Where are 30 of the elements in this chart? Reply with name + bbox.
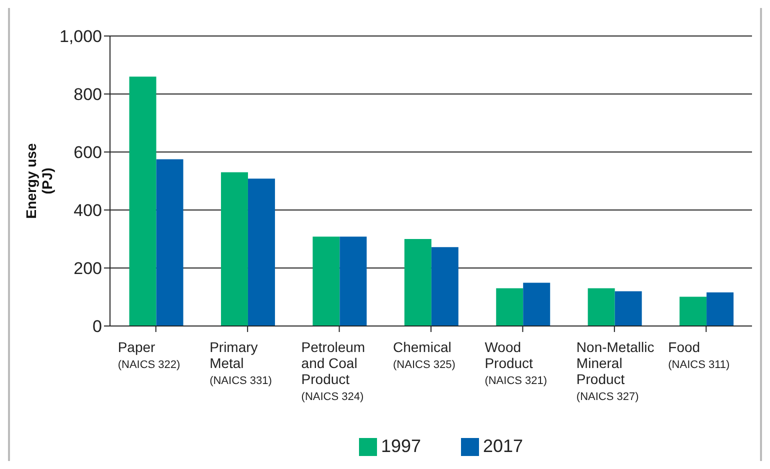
x-tick-label: Petroleum and Coal Product (NAICS 324) <box>301 339 366 403</box>
bar <box>614 291 642 326</box>
bar <box>312 236 340 326</box>
x-tick-label: Wood Product (NAICS 321) <box>484 339 548 387</box>
y-tick-label: 1,000 <box>59 27 102 46</box>
bar <box>129 76 156 326</box>
y-tick-label: 600 <box>74 143 102 162</box>
bar <box>431 247 458 326</box>
x-tick-label: Food (NAICS 311) <box>668 339 730 371</box>
bar <box>248 178 275 326</box>
bar <box>156 159 184 326</box>
x-tick-label: Paper (NAICS 322) <box>118 339 180 371</box>
bar <box>680 296 707 326</box>
bar <box>496 288 524 326</box>
legend-label: 1997 <box>380 436 421 456</box>
x-tick-label: Non-Metallic Mineral Product (NAICS 327) <box>576 339 654 403</box>
y-axis-title: Energy use (PJ) <box>23 143 55 219</box>
bar <box>340 236 367 326</box>
legend-label: 2017 <box>483 436 524 456</box>
bar <box>588 288 615 326</box>
bar <box>706 292 734 326</box>
x-tick-label: Primary Metal (NAICS 331) <box>210 339 272 387</box>
bar <box>220 172 248 326</box>
bar <box>523 282 550 326</box>
y-tick-label: 200 <box>74 259 102 278</box>
y-tick-label: 0 <box>92 317 102 336</box>
x-tick-label: Chemical (NAICS 325) <box>393 339 456 371</box>
bar <box>404 239 432 326</box>
y-tick-label: 400 <box>74 201 102 220</box>
y-tick-label: 800 <box>74 85 102 104</box>
